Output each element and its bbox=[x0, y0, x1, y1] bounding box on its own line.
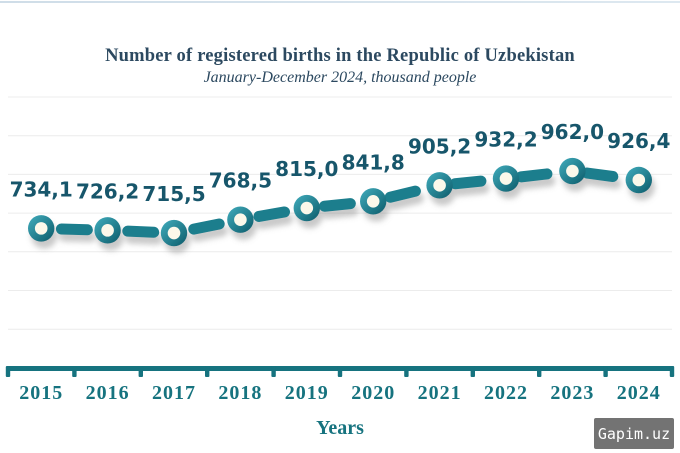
x-axis-tick bbox=[669, 366, 675, 377]
data-point-marker-center bbox=[34, 222, 48, 235]
data-point-marker-center bbox=[566, 164, 579, 178]
chart-title: Number of registered births in the Repub… bbox=[105, 46, 575, 66]
data-point-marker-center bbox=[366, 194, 380, 208]
x-axis-tick bbox=[470, 366, 475, 377]
x-axis-tick-label-2022: 2022 bbox=[484, 382, 528, 404]
x-axis-tick bbox=[5, 366, 11, 377]
data-point-label: 962,0 bbox=[541, 120, 604, 144]
watermark-text: Gapim.uz bbox=[597, 424, 671, 443]
x-axis-tick-label-2020: 2020 bbox=[351, 382, 395, 404]
data-point-label: 715,5 bbox=[142, 182, 205, 206]
x-axis-tick-label-2019: 2019 bbox=[285, 382, 329, 404]
top-divider bbox=[0, 1, 680, 3]
data-point-marker-center bbox=[433, 179, 446, 192]
data-point-label: 768,5 bbox=[209, 169, 272, 193]
data-point-label: 726,2 bbox=[76, 179, 139, 203]
x-axis-tick-label-2017: 2017 bbox=[152, 382, 196, 404]
data-point-label: 926,4 bbox=[607, 129, 670, 153]
x-axis-tick bbox=[337, 366, 343, 377]
x-axis-tick-label-2018: 2018 bbox=[218, 382, 262, 404]
data-point-marker-center bbox=[499, 172, 513, 185]
data-point-label: 734,1 bbox=[10, 177, 73, 201]
data-point-marker-center bbox=[632, 173, 646, 187]
x-axis-tick-label-2016: 2016 bbox=[86, 382, 130, 404]
data-point-marker-center bbox=[234, 213, 247, 227]
x-axis-tick bbox=[537, 366, 542, 377]
x-axis-tick bbox=[603, 366, 608, 377]
chart-subtitle: January-December 2024, thousand people bbox=[203, 69, 477, 86]
x-axis-title: Years bbox=[316, 417, 364, 439]
data-point-marker-center bbox=[300, 201, 314, 215]
x-axis-tick bbox=[271, 366, 276, 377]
x-axis-tick bbox=[205, 366, 210, 377]
data-point-marker-center bbox=[101, 224, 114, 237]
x-axis-tick bbox=[72, 366, 77, 377]
x-axis-tick bbox=[138, 366, 143, 377]
x-axis-tick-label-2023: 2023 bbox=[550, 382, 594, 404]
trend-line-group bbox=[28, 157, 652, 247]
data-point-label: 841,8 bbox=[342, 150, 405, 174]
data-point-marker-center bbox=[167, 226, 181, 240]
x-axis-tick bbox=[404, 366, 409, 377]
trend-dashed-line bbox=[35, 165, 645, 239]
watermark-badge: Gapim.uz bbox=[594, 418, 674, 449]
data-point-label: 905,2 bbox=[408, 134, 471, 158]
data-point-label: 815,0 bbox=[275, 157, 338, 181]
x-axis-tick-label-2015: 2015 bbox=[19, 382, 63, 404]
x-axis-tick-label-2024: 2024 bbox=[617, 382, 661, 404]
data-point-label: 932,2 bbox=[474, 128, 537, 152]
x-axis-tick-label-2021: 2021 bbox=[418, 382, 462, 404]
